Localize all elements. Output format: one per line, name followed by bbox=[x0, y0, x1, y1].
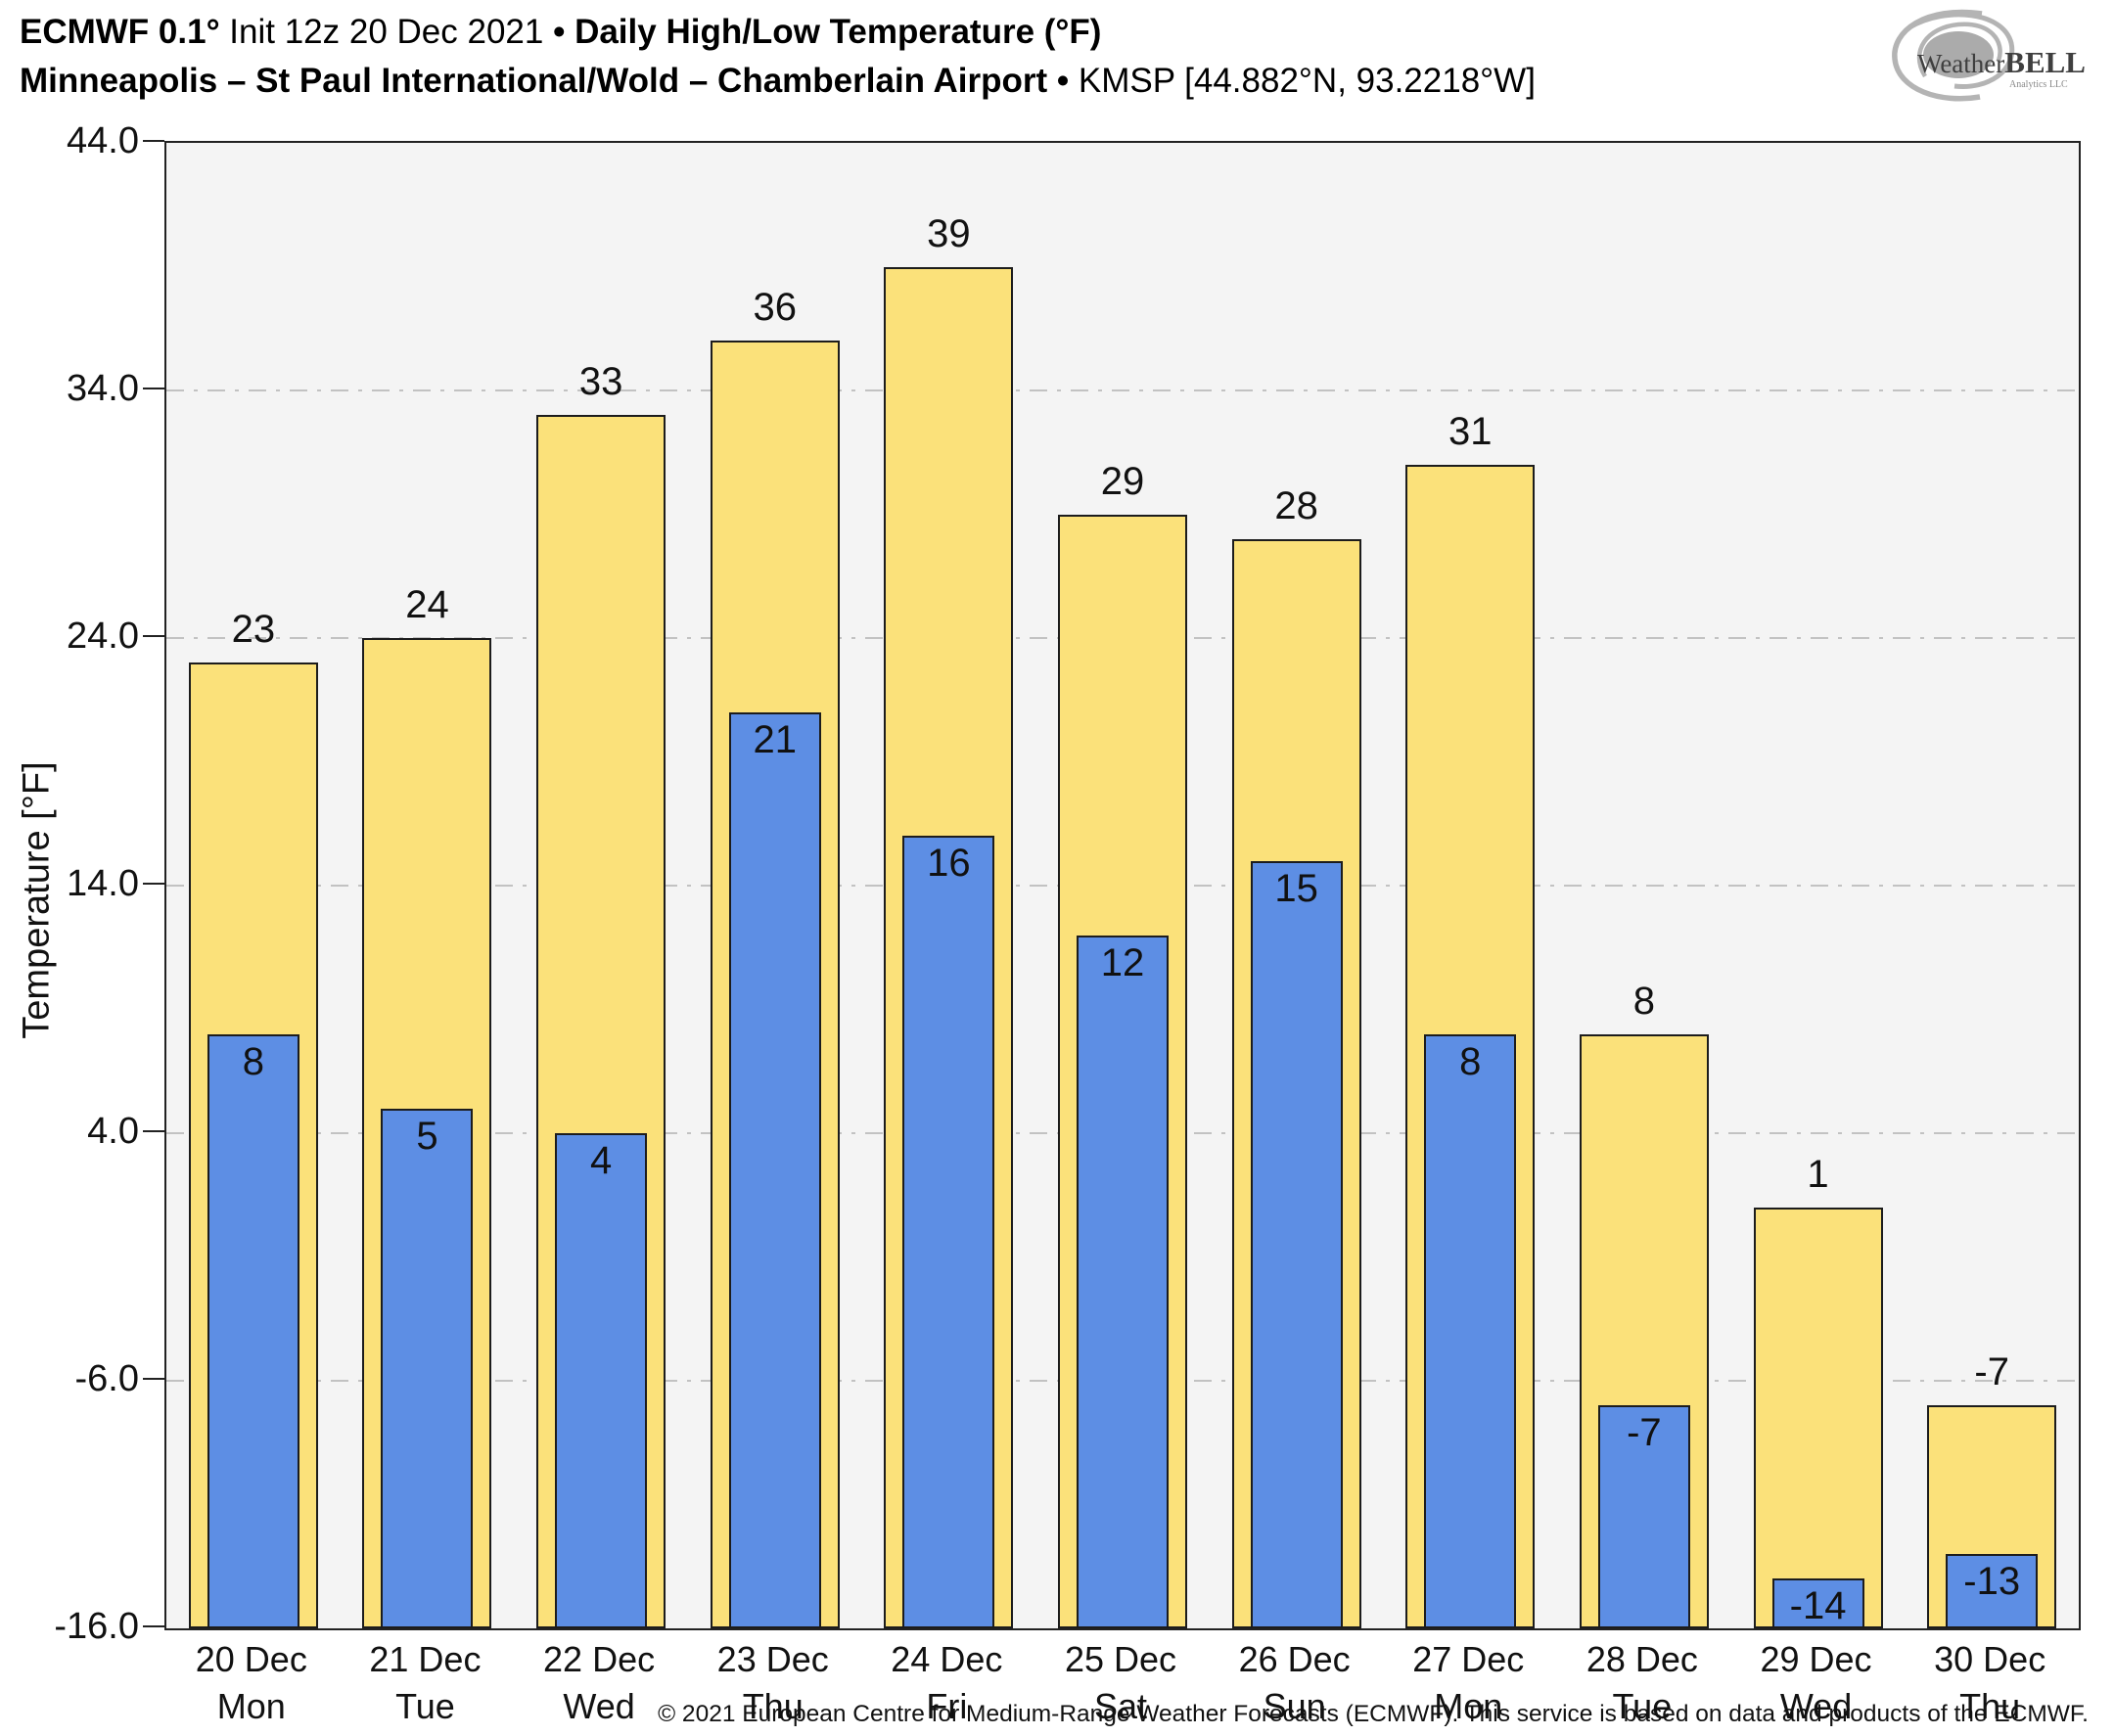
high-value-label: -7 bbox=[1974, 1350, 2009, 1394]
y-tick-mark bbox=[143, 388, 164, 389]
gridline bbox=[166, 389, 2079, 391]
low-bar bbox=[1250, 860, 1343, 1628]
title-variable: Daily High/Low Temperature (°F) bbox=[565, 13, 1102, 51]
high-value-label: 24 bbox=[405, 583, 449, 626]
high-value-label: 28 bbox=[1274, 483, 1318, 527]
x-tick-date: 27 Dec bbox=[1412, 1639, 1525, 1679]
y-tick-label: 4.0 bbox=[87, 1111, 139, 1152]
y-tick-mark bbox=[143, 883, 164, 885]
low-value-label: 15 bbox=[1274, 866, 1318, 910]
x-tick-weekday: Mon bbox=[1434, 1686, 1503, 1726]
logo-weather-text: Weather bbox=[1917, 49, 2004, 78]
copyright-text: © 2021 European Centre for Medium-Range … bbox=[658, 1701, 2089, 1727]
x-tick-weekday: Thu bbox=[1959, 1686, 2021, 1726]
y-tick-label: 44.0 bbox=[67, 120, 139, 161]
low-value-label: 12 bbox=[1100, 940, 1145, 984]
high-bar bbox=[1753, 1207, 1883, 1628]
x-tick-date: 24 Dec bbox=[891, 1639, 1003, 1679]
x-tick-date: 20 Dec bbox=[195, 1639, 307, 1679]
x-tick-weekday: Tue bbox=[1612, 1686, 1673, 1726]
low-value-label: -14 bbox=[1789, 1584, 1847, 1628]
y-tick-mark bbox=[143, 1130, 164, 1132]
subtitle-station-code: KMSP [44.882°N, 93.2218°W] bbox=[1069, 62, 1536, 100]
logo-analytics-text: Analytics LLC bbox=[2009, 79, 2068, 90]
y-tick-mark bbox=[143, 1625, 164, 1627]
y-tick-label: 14.0 bbox=[67, 863, 139, 904]
page-title: ECMWF 0.1° Init 12z 20 Dec 2021 • Daily … bbox=[20, 8, 1536, 57]
x-tick-weekday: Fri bbox=[926, 1686, 968, 1726]
low-bar bbox=[1946, 1554, 2039, 1628]
high-value-label: 1 bbox=[1807, 1152, 1829, 1196]
high-value-label: 39 bbox=[927, 211, 971, 255]
title-init: Init 12z 20 Dec 2021 bbox=[219, 13, 554, 51]
y-tick-label: 24.0 bbox=[67, 616, 139, 657]
x-tick-weekday: Sat bbox=[1093, 1686, 1147, 1726]
y-tick-mark bbox=[143, 140, 164, 142]
x-tick-date: 23 Dec bbox=[716, 1639, 829, 1679]
title-model: ECMWF 0.1° bbox=[20, 13, 220, 51]
x-tick-weekday: Tue bbox=[395, 1686, 455, 1726]
x-tick-date: 25 Dec bbox=[1064, 1639, 1177, 1679]
low-bar bbox=[728, 711, 821, 1628]
high-value-label: 29 bbox=[1100, 459, 1145, 503]
plot-area: 23 8 24 5 33 4 36 21 39 16 29 12 28 15 31 8 8 -7 1 -14 -7 -13 bbox=[164, 141, 2081, 1630]
low-value-label: -13 bbox=[1963, 1560, 2021, 1604]
x-tick-date: 21 Dec bbox=[369, 1639, 482, 1679]
low-value-label: 16 bbox=[927, 842, 971, 886]
low-bar bbox=[381, 1108, 474, 1628]
y-tick-label: -6.0 bbox=[74, 1358, 139, 1399]
x-tick-date: 28 Dec bbox=[1586, 1639, 1698, 1679]
high-value-label: 36 bbox=[753, 286, 797, 330]
x-tick-date: 30 Dec bbox=[1934, 1639, 2046, 1679]
low-value-label: 8 bbox=[242, 1039, 264, 1083]
y-tick-label: 34.0 bbox=[67, 368, 139, 409]
high-value-label: 31 bbox=[1448, 409, 1493, 453]
high-value-label: 8 bbox=[1632, 979, 1656, 1023]
svg-text:WeatherBELL: WeatherBELL bbox=[1917, 45, 2086, 79]
x-tick-weekday: Wed bbox=[1779, 1686, 1853, 1726]
low-value-label: 21 bbox=[753, 717, 797, 761]
low-bar bbox=[207, 1033, 299, 1628]
low-bar bbox=[902, 836, 995, 1628]
hurricane-swirl-icon bbox=[1892, 9, 2015, 102]
x-tick-weekday: Wed bbox=[563, 1686, 635, 1726]
low-value-label: -7 bbox=[1627, 1411, 1662, 1455]
y-tick-mark bbox=[143, 635, 164, 637]
logo-bell-text: BELL bbox=[2004, 45, 2086, 79]
high-value-label: 33 bbox=[578, 360, 623, 404]
low-bar bbox=[1771, 1578, 1864, 1628]
low-value-label: 8 bbox=[1459, 1039, 1482, 1083]
x-tick-date: 29 Dec bbox=[1760, 1639, 1872, 1679]
subtitle-station-name: Minneapolis – St Paul International/Wold… bbox=[20, 62, 1057, 100]
y-tick-mark bbox=[143, 1378, 164, 1380]
x-tick-date: 22 Dec bbox=[543, 1639, 656, 1679]
low-bar bbox=[1424, 1033, 1517, 1628]
weatherbell-logo: WeatherBELL Analytics LLC bbox=[1892, 9, 2086, 102]
x-tick-date: 26 Dec bbox=[1238, 1639, 1351, 1679]
page-subtitle: Minneapolis – St Paul International/Wold… bbox=[20, 57, 1536, 106]
subtitle-separator: • bbox=[1056, 62, 1070, 100]
low-bar bbox=[1597, 1405, 1690, 1628]
swirl-center bbox=[1923, 31, 1994, 78]
title-separator: • bbox=[553, 13, 566, 51]
high-value-label: 23 bbox=[231, 608, 276, 652]
x-tick-weekday: Mon bbox=[216, 1686, 286, 1726]
low-bar bbox=[1077, 935, 1169, 1628]
low-value-label: 4 bbox=[589, 1139, 613, 1182]
low-bar bbox=[555, 1133, 648, 1628]
x-tick-weekday: Sun bbox=[1263, 1686, 1326, 1726]
low-value-label: 5 bbox=[416, 1114, 438, 1158]
y-tick-label: -16.0 bbox=[54, 1606, 139, 1647]
x-tick-weekday: Thu bbox=[742, 1686, 804, 1726]
page-header: ECMWF 0.1° Init 12z 20 Dec 2021 • Daily … bbox=[20, 8, 1536, 106]
